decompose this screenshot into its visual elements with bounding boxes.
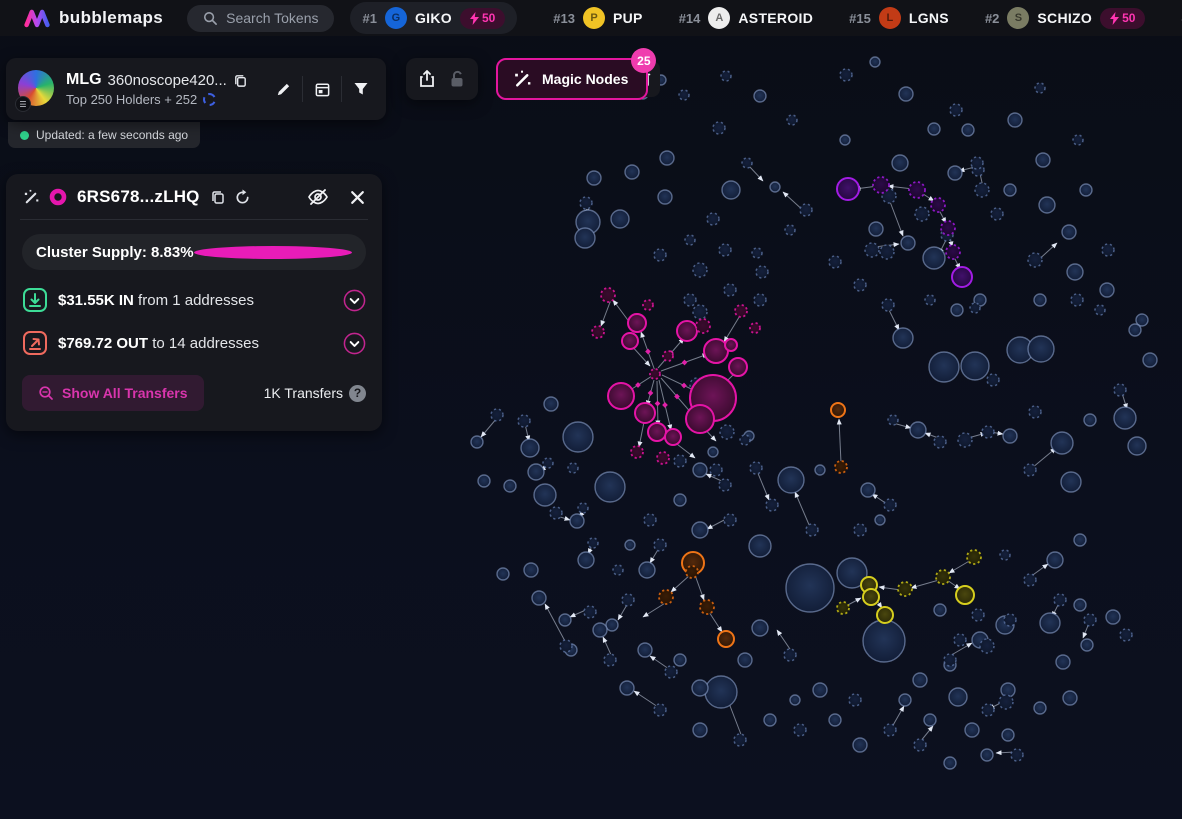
close-icon[interactable] — [349, 189, 366, 206]
boost-badge: 50 — [459, 7, 506, 29]
outflow-text: $769.72 OUT to 14 addresses — [58, 334, 259, 352]
top-bar: bubblemaps Search Tokens #1 G GIKO 50 #1… — [0, 0, 1182, 36]
ticker-rank: #2 — [984, 10, 1000, 26]
calendar-button[interactable] — [307, 74, 337, 104]
ticker-item-asteroid[interactable]: #14 A ASTEROID — [679, 7, 813, 29]
schizo-token-icon: S — [1007, 7, 1030, 29]
ticker-rank: #15 — [849, 10, 871, 26]
bubblemaps-logo-icon — [24, 9, 50, 28]
lgns-token-icon: L — [878, 7, 901, 29]
ticker-item-lgns[interactable]: #15 L LGNS — [849, 7, 949, 29]
search-placeholder: Search Tokens — [226, 10, 319, 26]
ticker-name: PUP — [613, 10, 643, 26]
pencil-icon — [277, 83, 289, 95]
ticker-name: LGNS — [908, 10, 949, 26]
ticker-name: GIKO — [414, 10, 452, 26]
asteroid-token-icon: A — [708, 7, 731, 29]
cluster-ring-icon — [49, 188, 67, 206]
transfers-count: 1K Transfers ? — [264, 384, 366, 402]
share-lock-group — [406, 58, 478, 100]
solana-chain-icon: ☰ — [15, 96, 31, 112]
loading-spinner-icon — [203, 93, 217, 106]
ticker-name: SCHIZO — [1037, 10, 1093, 26]
help-icon[interactable]: ? — [349, 384, 366, 402]
ticker-rank: #14 — [678, 10, 701, 26]
token-panel: ☰ MLG 360noscope420... Top 250 Holders +… — [6, 58, 386, 120]
copy-icon[interactable] — [210, 189, 226, 205]
search-input[interactable]: Search Tokens — [187, 4, 335, 32]
refresh-icon[interactable] — [234, 188, 251, 206]
outflow-icon — [23, 331, 47, 355]
ticker-name: ASTEROID — [738, 10, 814, 26]
copy-icon[interactable] — [233, 73, 248, 88]
ticker-item-schizo[interactable]: #2 S SCHIZO 50 — [985, 7, 1146, 29]
expand-outflow-chevron[interactable] — [343, 332, 366, 355]
updated-text: Updated: a few seconds ago — [36, 128, 189, 142]
cluster-supply-label: Cluster Supply: 8.83% — [36, 243, 194, 261]
ticker-item-giko[interactable]: #1 G GIKO 50 — [350, 2, 518, 34]
magic-wand-icon — [24, 189, 39, 203]
magic-nodes-label: Magic Nodes — [542, 71, 629, 87]
search-icon — [204, 11, 218, 25]
ticker-rank: #13 — [553, 10, 575, 26]
expand-inflow-chevron[interactable] — [343, 289, 366, 312]
lightning-icon — [469, 11, 479, 25]
inflow-text: $31.55K IN from 1 addresses — [58, 291, 254, 309]
calendar-icon — [315, 83, 329, 96]
share-icon[interactable] — [418, 69, 436, 89]
token-name: 360noscope420... — [107, 71, 227, 89]
updated-status: Updated: a few seconds ago — [8, 122, 201, 148]
holders-subtitle: Top 250 Holders + 252 — [66, 92, 198, 107]
show-all-transfers-button[interactable]: Show All Transfers — [22, 375, 204, 411]
brand-name: bubblemaps — [59, 8, 164, 27]
edit-button[interactable] — [268, 74, 298, 104]
status-dot — [20, 130, 29, 140]
brand[interactable]: bubblemaps — [24, 6, 163, 30]
cluster-color-dot — [194, 245, 352, 259]
cluster-supply-pill: Cluster Supply: 8.83% — [22, 234, 366, 270]
unlock-icon[interactable] — [448, 69, 466, 89]
filter-button[interactable] — [346, 74, 376, 104]
hide-eye-icon[interactable] — [307, 187, 329, 207]
ticker-item-pup[interactable]: #13 P PUP — [553, 7, 642, 29]
wallet-detail-card: 6RS678...zLHQ Cluster Supply: 8.83 — [6, 174, 382, 431]
magic-wand-icon — [515, 70, 531, 87]
outflow-row: $769.72 OUT to 14 addresses — [22, 330, 366, 356]
inflow-row: $31.55K IN from 1 addresses — [22, 287, 366, 313]
magic-nodes-count-badge: 25 — [631, 48, 657, 73]
magic-nodes-button[interactable]: Magic Nodes 25 — [496, 48, 657, 100]
filter-icon — [354, 83, 368, 95]
lightning-icon — [1110, 11, 1120, 25]
pup-token-icon: P — [583, 7, 605, 29]
show-all-transfers-label: Show All Transfers — [62, 385, 188, 401]
ticker-rank: #1 — [362, 10, 377, 26]
transfers-search-icon — [39, 386, 53, 400]
wallet-address: 6RS678...zLHQ — [77, 187, 200, 206]
boost-badge: 50 — [1100, 7, 1146, 29]
token-symbol: MLG — [66, 71, 102, 88]
token-avatar: ☰ — [15, 70, 56, 112]
giko-token-icon: G — [384, 7, 407, 29]
inflow-icon — [23, 288, 47, 312]
